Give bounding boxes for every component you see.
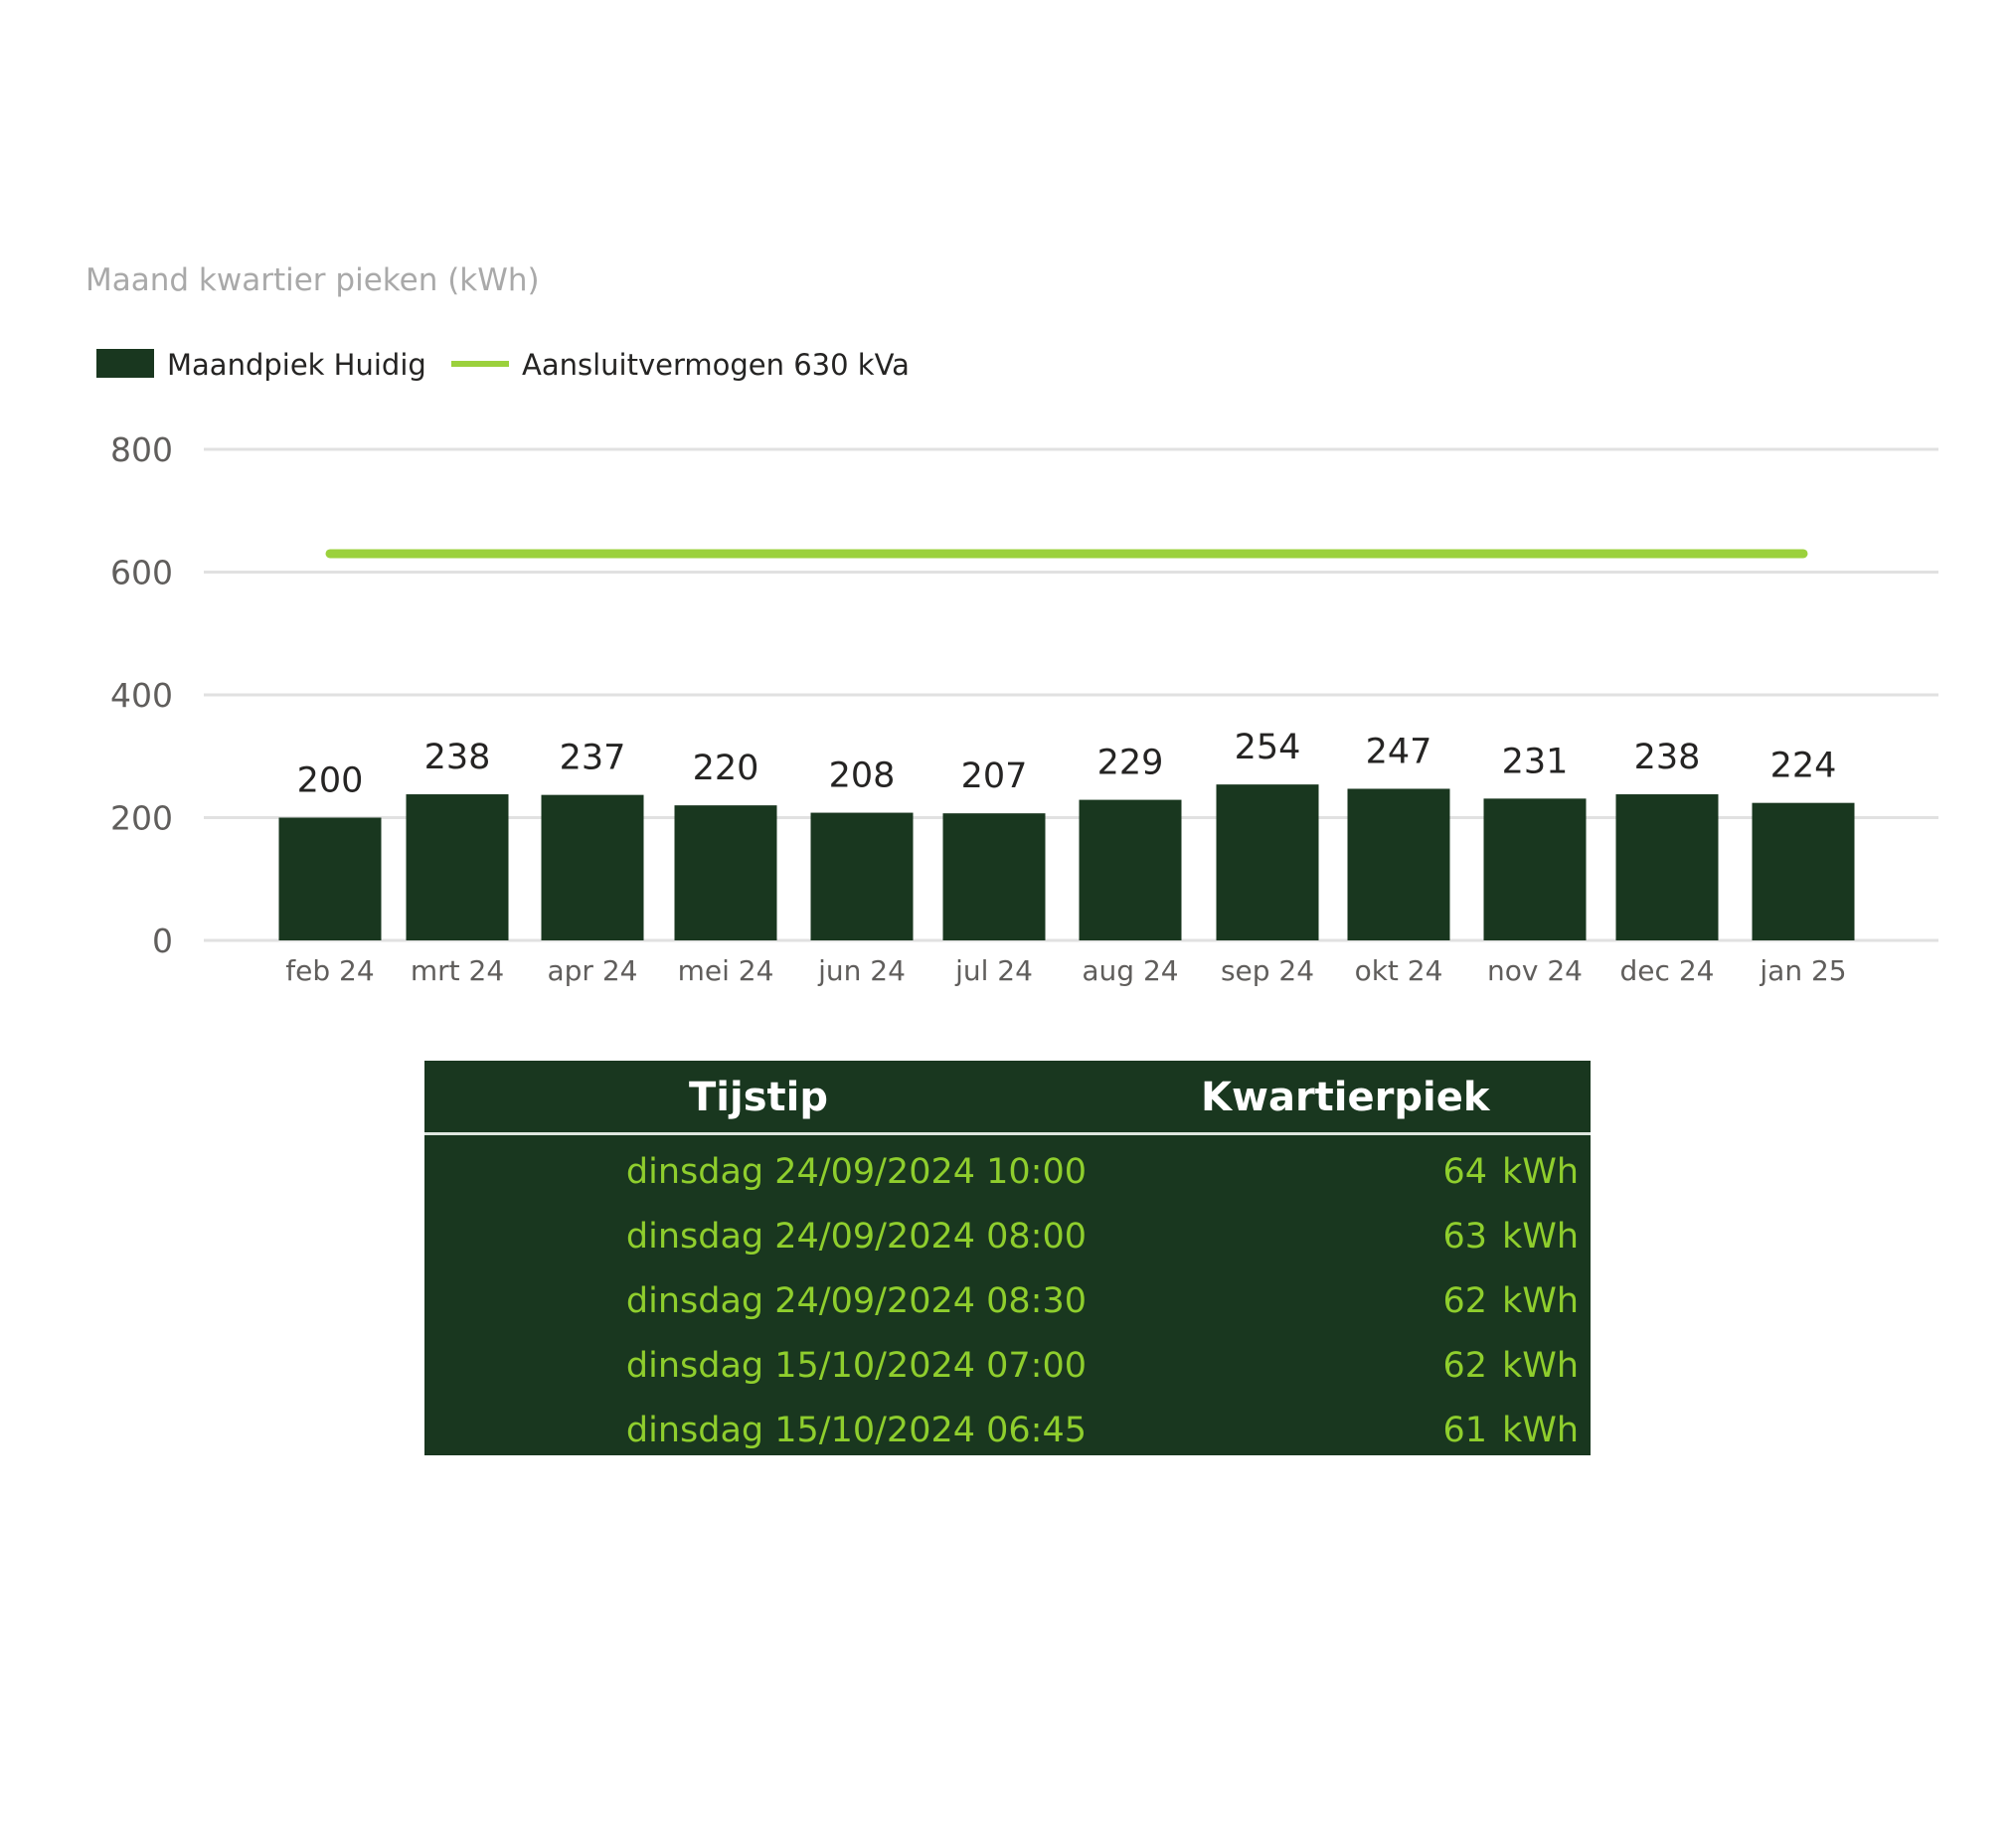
bar-dec-24[interactable]	[1615, 794, 1719, 940]
data-labels: 200 238 237 220 208 207 229 254 247 231 238 224	[297, 728, 1837, 800]
x-tick-label: jul 24	[954, 954, 1033, 987]
bar-mrt-24[interactable]	[406, 794, 509, 940]
bar-value-label: 237	[560, 739, 626, 778]
table-row[interactable]: dinsdag 24/09/2024 08:30 62 kWh	[424, 1271, 1591, 1335]
table-row[interactable]: dinsdag 24/09/2024 08:00 63 kWh	[424, 1207, 1591, 1270]
cell-time: dinsdag 24/09/2024 08:00	[625, 1217, 1087, 1257]
bar-value-label: 231	[1502, 742, 1569, 781]
bar-series	[278, 784, 1855, 941]
cell-time: dinsdag 15/10/2024 07:00	[625, 1346, 1087, 1386]
table-row[interactable]: dinsdag 15/10/2024 06:45 61 kWh	[424, 1401, 1591, 1464]
x-tick-label: dec 24	[1620, 954, 1715, 987]
cell-time: dinsdag 24/09/2024 10:00	[625, 1152, 1087, 1192]
x-axis: feb 24 mrt 24 apr 24 mei 24 jun 24 jul 24 aug …	[285, 954, 1846, 987]
x-tick-label: aug 24	[1082, 954, 1178, 987]
legend-label-maandpiek[interactable]: Maandpiek Huidig	[167, 348, 426, 382]
bar-feb-24[interactable]	[278, 817, 382, 941]
legend-label-aansluitvermogen[interactable]: Aansluitvermogen 630 kVa	[522, 348, 910, 382]
x-tick-label: okt 24	[1355, 954, 1443, 987]
y-tick-label: 200	[110, 799, 173, 838]
bar-value-label: 247	[1366, 732, 1432, 771]
bar-value-label: 220	[693, 749, 759, 788]
cell-peak-unit: kWh	[1501, 1346, 1579, 1386]
bar-mei-24[interactable]	[674, 805, 777, 940]
cell-peak-value: 61	[1442, 1411, 1487, 1450]
bar-value-label: 238	[424, 738, 491, 777]
y-tick-label: 800	[110, 430, 173, 469]
bar-value-label: 238	[1634, 738, 1701, 777]
peak-bar-chart: Maand kwartier pieken (kWh) Maandpiek Hu…	[85, 262, 1938, 987]
legend-swatch-maandpiek	[96, 349, 154, 378]
table-header: Tijstip Kwartierpiek	[424, 1061, 1591, 1135]
bar-value-label: 224	[1770, 747, 1837, 786]
y-axis: 0 200 400 600 800	[110, 430, 173, 960]
cell-peak-value: 62	[1442, 1346, 1487, 1386]
bar-apr-24[interactable]	[541, 794, 644, 940]
x-tick-label: jun 24	[817, 954, 906, 987]
cell-peak-unit: kWh	[1501, 1281, 1579, 1321]
peak-table: Tijstip Kwartierpiek dinsdag 24/09/2024 …	[424, 1061, 1591, 1455]
y-tick-label: 400	[110, 676, 173, 715]
x-tick-label: mei 24	[678, 954, 774, 987]
cell-peak-unit: kWh	[1501, 1217, 1579, 1257]
bar-sep-24[interactable]	[1216, 784, 1319, 940]
bar-value-label: 229	[1097, 744, 1164, 783]
bar-okt-24[interactable]	[1347, 788, 1450, 940]
cell-peak-value: 64	[1442, 1152, 1487, 1192]
bar-aug-24[interactable]	[1079, 799, 1182, 940]
bar-value-label: 200	[297, 761, 364, 801]
column-header-time[interactable]: Tijstip	[689, 1075, 828, 1120]
cell-peak-value: 62	[1442, 1281, 1487, 1321]
x-tick-label: feb 24	[285, 954, 374, 987]
cell-time: dinsdag 24/09/2024 08:30	[625, 1281, 1087, 1321]
x-tick-label: jan 25	[1759, 954, 1846, 987]
x-tick-label: apr 24	[548, 954, 638, 987]
bar-jan-25[interactable]	[1752, 802, 1855, 940]
bar-jul-24[interactable]	[942, 813, 1046, 940]
y-tick-label: 0	[152, 922, 173, 960]
x-tick-label: nov 24	[1487, 954, 1583, 987]
table-row[interactable]: dinsdag 24/09/2024 10:00 64 kWh	[424, 1142, 1591, 1206]
cell-time: dinsdag 15/10/2024 06:45	[625, 1411, 1087, 1450]
bar-value-label: 208	[829, 756, 896, 796]
column-header-peak[interactable]: Kwartierpiek	[1201, 1075, 1490, 1120]
y-tick-label: 600	[110, 554, 173, 592]
bar-nov-24[interactable]	[1483, 798, 1587, 940]
bar-value-label: 254	[1235, 728, 1301, 767]
bar-jun-24[interactable]	[810, 812, 914, 940]
cell-peak-value: 63	[1442, 1217, 1487, 1257]
x-tick-label: sep 24	[1221, 954, 1314, 987]
cell-peak-unit: kWh	[1501, 1411, 1579, 1450]
cell-peak-unit: kWh	[1501, 1152, 1579, 1192]
x-tick-label: mrt 24	[411, 954, 504, 987]
bar-value-label: 207	[961, 756, 1028, 796]
chart-title: Maand kwartier pieken (kWh)	[85, 262, 540, 298]
table-row[interactable]: dinsdag 15/10/2024 07:00 62 kWh	[424, 1336, 1591, 1400]
chart-legend: Maandpiek Huidig Aansluitvermogen 630 kVa	[96, 348, 910, 382]
